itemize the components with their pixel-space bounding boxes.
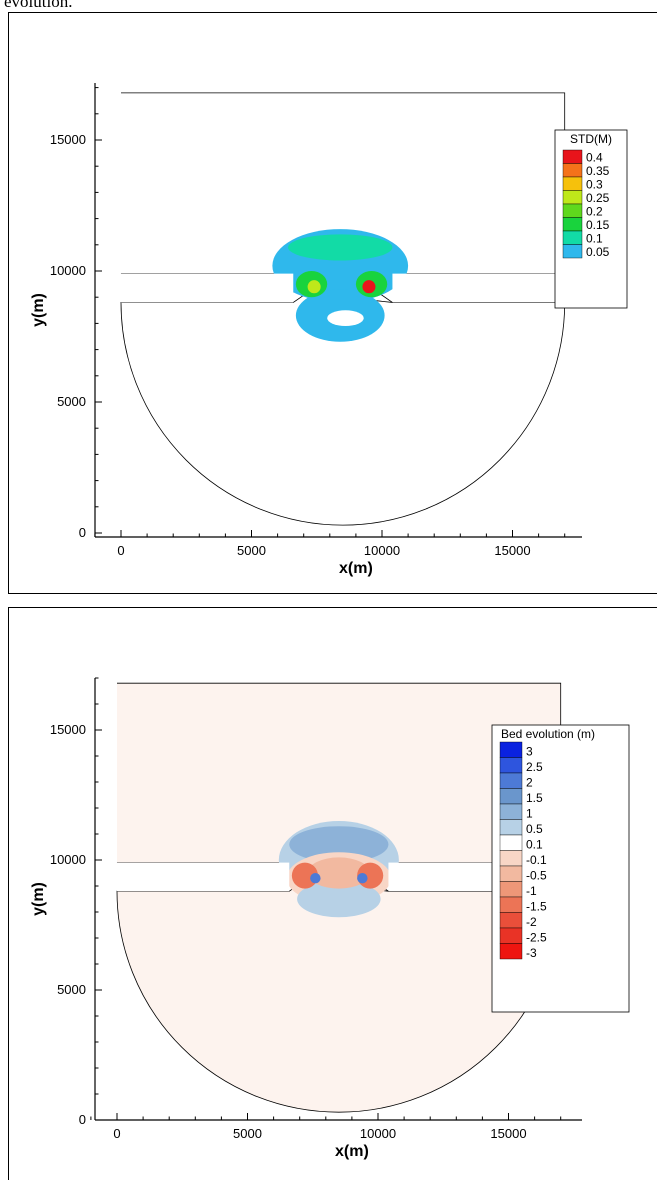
x-tick-label: 15000 <box>490 1126 526 1141</box>
legend-swatch <box>499 912 523 929</box>
y-tick-label: 5000 <box>57 394 86 409</box>
legend-level-label: -0.1 <box>526 853 547 867</box>
legend-level-label: -3 <box>526 946 537 960</box>
legend-swatch <box>499 757 523 774</box>
legend-swatch <box>499 865 523 882</box>
contour-region <box>297 880 381 918</box>
legend-swatch <box>562 149 583 164</box>
contour-region <box>327 310 364 327</box>
y-tick-label: 0 <box>79 525 86 540</box>
legend-level-label: 1.5 <box>526 791 543 805</box>
legend-swatch <box>499 788 523 805</box>
legend-swatch <box>499 803 523 820</box>
contour-region <box>291 862 318 889</box>
legend-level-label: 0.1 <box>586 232 603 246</box>
y-tick-label: 0 <box>79 1112 86 1127</box>
y-axis-label: y(m) <box>30 293 47 327</box>
legend-swatch <box>499 819 523 836</box>
legend-level-label: -0.5 <box>526 869 547 883</box>
legend-swatch <box>499 896 523 913</box>
legend-swatch <box>562 217 583 232</box>
legend-level-label: -1.5 <box>526 900 547 914</box>
legend-level-label: 0.4 <box>586 151 603 165</box>
legend-swatch <box>562 203 583 218</box>
std-chart-panel: 0 5000 10000 15000 0 5000 10000 15000 x(m) y(m) ST… <box>8 12 657 594</box>
y-tick-label: 10000 <box>50 852 86 867</box>
contour-region <box>362 280 376 294</box>
std-chart: 0 5000 10000 15000 0 5000 10000 15000 x(m) y(m) ST… <box>30 83 628 577</box>
x-tick-label: 0 <box>117 543 124 558</box>
x-tick-label: 10000 <box>360 1126 396 1141</box>
channel-right <box>392 273 565 303</box>
legend-level-label: -2 <box>526 915 537 929</box>
contour-region <box>310 873 321 884</box>
x-tick-label: 5000 <box>237 543 266 558</box>
axes: 0 5000 10000 15000 0 5000 10000 15000 x(m) y(m) <box>30 677 582 1160</box>
contour-region <box>288 234 393 261</box>
y-axis-label: y(m) <box>30 882 47 916</box>
legend-swatch <box>499 834 523 851</box>
legend-level-label: 0.2 <box>586 205 603 219</box>
lower-boundary <box>120 273 566 526</box>
legend-title: STD(M) <box>570 132 612 146</box>
contour-field <box>278 821 399 918</box>
contour-region <box>289 826 389 863</box>
legend-title: Bed evolution (m) <box>501 727 595 741</box>
legend-swatch <box>499 772 523 789</box>
axes: 0 5000 10000 15000 0 5000 10000 15000 x(m) y(m) <box>30 83 582 577</box>
legend-level-label: 0.3 <box>586 178 603 192</box>
contour-field <box>272 229 409 342</box>
bed-evolution-chart: 0 5000 10000 15000 0 5000 10000 15000 x(m) y(m) Be… <box>30 677 630 1160</box>
legend-swatch <box>499 943 523 960</box>
y-tick-label: 10000 <box>50 263 86 278</box>
legend-level-label: 2.5 <box>526 760 543 774</box>
legend-swatch <box>499 850 523 867</box>
contour-region <box>307 857 371 889</box>
legend-level-label: 1 <box>526 807 533 821</box>
channel-left <box>117 862 290 892</box>
legend-swatch <box>562 190 583 205</box>
bed-evolution-chart-panel: 0 5000 10000 15000 0 5000 10000 15000 x(m) y(m) Be… <box>8 607 657 1180</box>
legend-level-label: 0.5 <box>526 822 543 836</box>
x-tick-label: 15000 <box>494 543 530 558</box>
legend-level-label: -2.5 <box>526 931 547 945</box>
figure-caption: evolution. <box>4 0 73 11</box>
contour-region <box>357 873 368 884</box>
contour-region <box>307 280 321 294</box>
legend-swatch <box>562 163 583 178</box>
y-tick-label: 15000 <box>50 722 86 737</box>
legend-swatch <box>499 881 523 898</box>
legend-level-label: -1 <box>526 884 537 898</box>
legend-level-label: 0.35 <box>586 164 610 178</box>
legend-swatch <box>499 741 523 758</box>
y-tick-label: 15000 <box>50 132 86 147</box>
legend-swatch <box>562 230 583 245</box>
legend-level-label: 0.15 <box>586 218 610 232</box>
legend-swatch <box>562 176 583 191</box>
legend-level-label: 0.1 <box>526 838 543 852</box>
x-tick-label: 10000 <box>364 543 400 558</box>
legend-level-label: 0.25 <box>586 191 610 205</box>
x-axis-label: x(m) <box>339 560 373 577</box>
legend-swatch <box>562 244 583 259</box>
legend: Bed evolution (m) 32.5 21.5 10.5 0.1-0.1 -0.5… <box>491 724 630 1013</box>
legend: STD(M) 0.40.350.30.250.20.150.10.05 <box>554 129 628 309</box>
legend-level-label: 2 <box>526 776 533 790</box>
legend-level-label: 0.05 <box>586 245 610 259</box>
x-tick-label: 0 <box>113 1126 120 1141</box>
channel-left <box>121 273 294 303</box>
x-tick-label: 5000 <box>233 1126 262 1141</box>
x-axis-label: x(m) <box>335 1143 369 1160</box>
legend-swatch <box>499 927 523 944</box>
legend-level-label: 3 <box>526 745 533 759</box>
y-tick-label: 5000 <box>57 982 86 997</box>
